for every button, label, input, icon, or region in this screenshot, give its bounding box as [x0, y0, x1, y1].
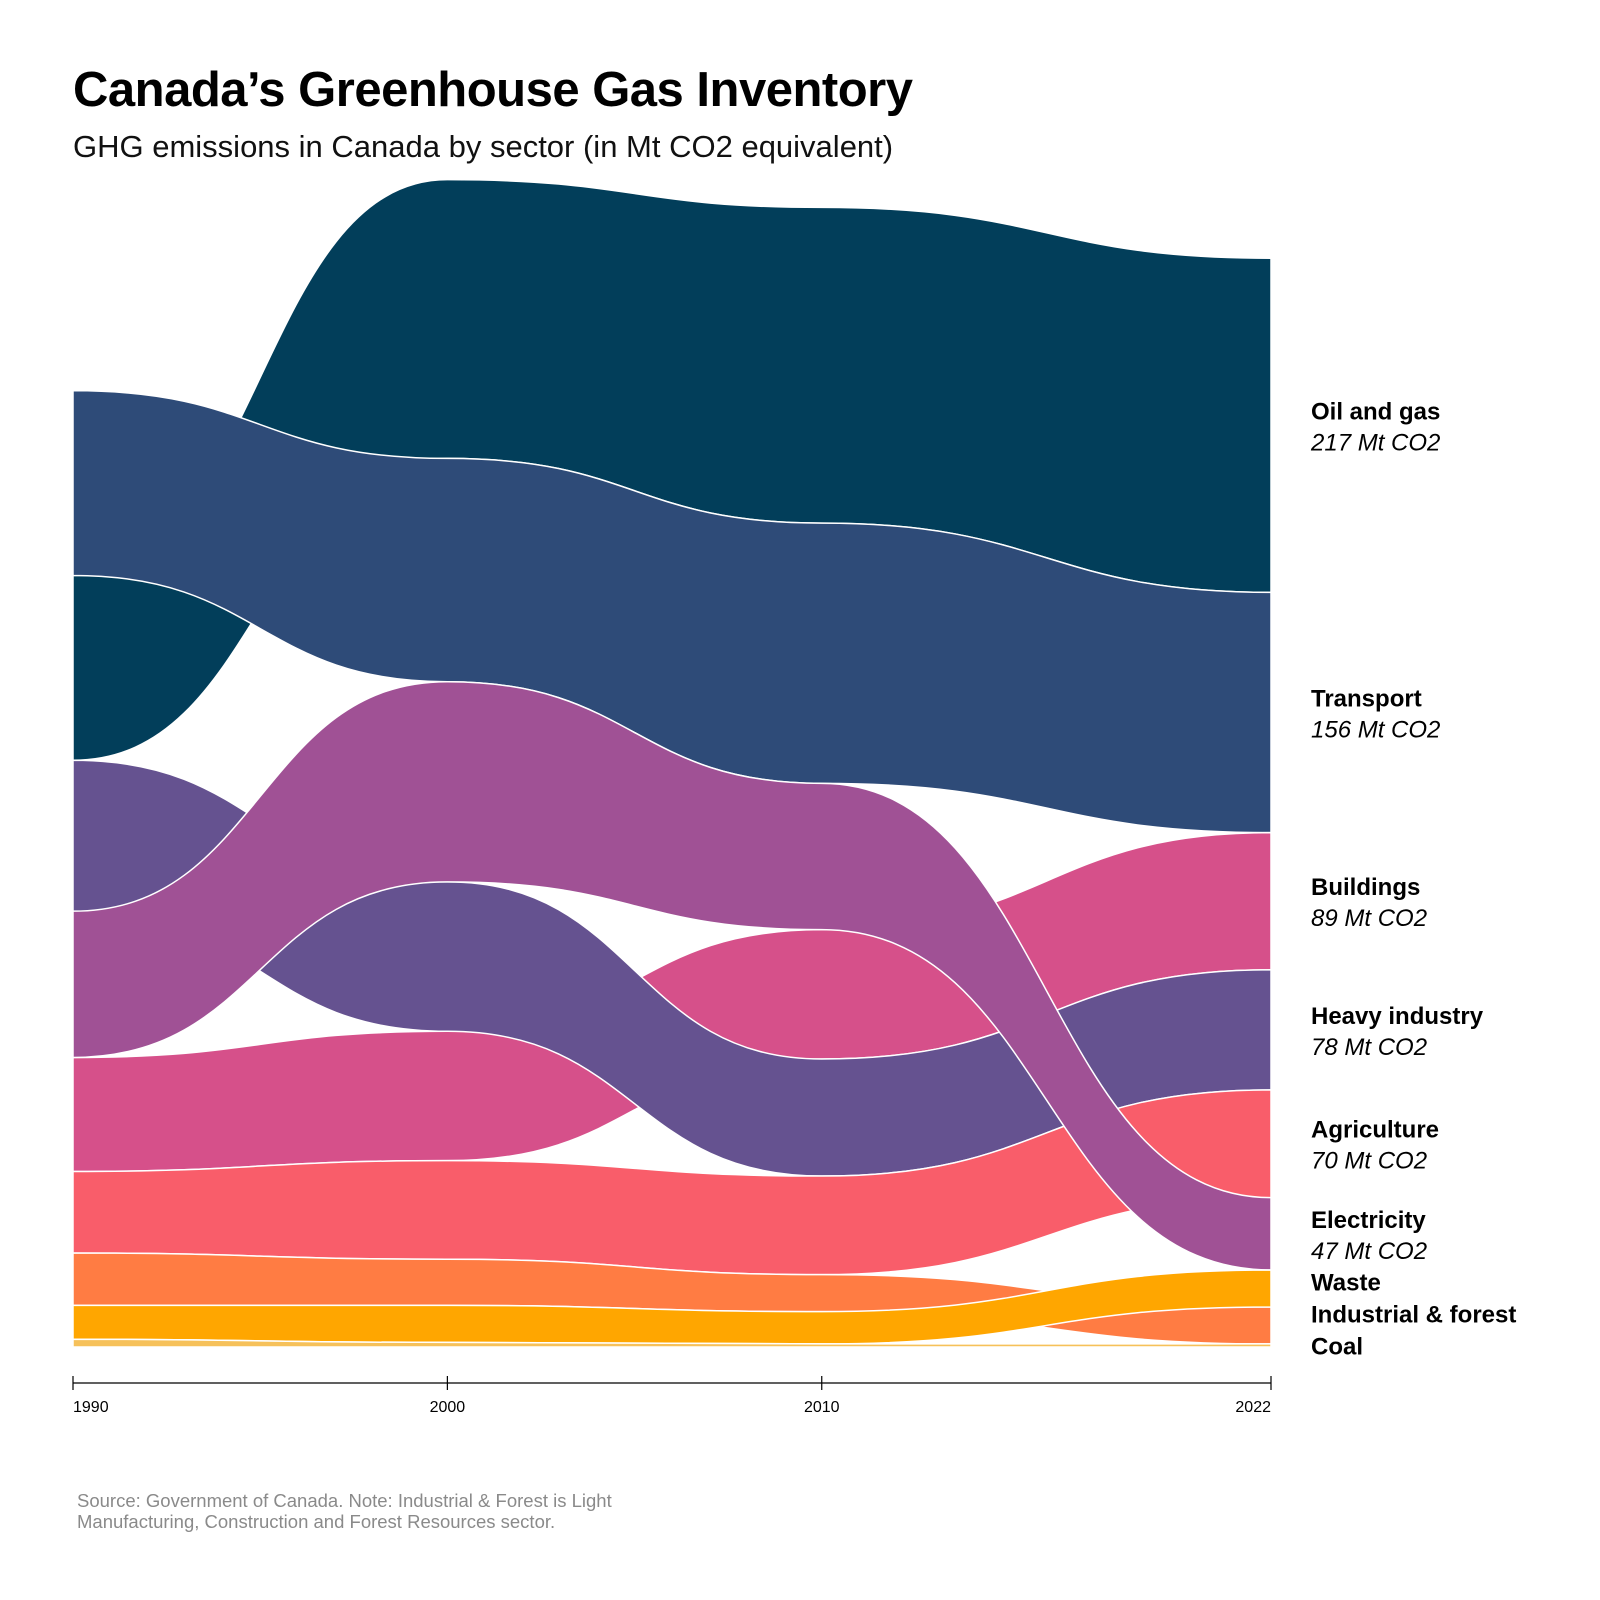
label-agriculture-name: Agriculture: [1311, 1117, 1439, 1144]
x-tick-label-2010: 2010: [804, 1399, 840, 1416]
x-tick-label-2022: 2022: [1235, 1399, 1271, 1416]
label-agriculture-value: 70 Mt CO2: [1311, 1148, 1427, 1175]
band-coal: [72, 1338, 1272, 1348]
label-waste-name: Waste: [1311, 1269, 1381, 1296]
label-transport-value: 156 Mt CO2: [1311, 717, 1440, 744]
band-electricity: [72, 680, 1272, 1271]
label-coal-name: Coal: [1311, 1333, 1363, 1360]
label-transport-name: Transport: [1311, 686, 1422, 713]
label-electricity-name: Electricity: [1311, 1207, 1426, 1234]
label-oil-gas-name: Oil and gas: [1311, 398, 1440, 425]
series-labels: Oil and gas 217 Mt CO2 Transport 156 Mt CO2…: [1310, 398, 1516, 1360]
x-tick-label-2000: 2000: [430, 1399, 466, 1416]
x-tick-label-1990: 1990: [73, 1399, 109, 1416]
chart-subtitle: GHG emissions in Canada by sector (in Mt…: [73, 129, 894, 164]
label-oil-gas-value: 217 Mt CO2: [1310, 429, 1440, 456]
source-note: Source: Government of Canada. Note: Indu…: [77, 1490, 612, 1532]
label-heavy-industry-name: Heavy industry: [1311, 1003, 1484, 1030]
label-heavy-industry-value: 78 Mt CO2: [1311, 1034, 1427, 1061]
label-buildings-name: Buildings: [1311, 874, 1420, 901]
chart-title: Canada’s Greenhouse Gas Inventory: [73, 63, 913, 117]
label-buildings-value: 89 Mt CO2: [1311, 905, 1427, 932]
label-industrial-forest-name: Industrial & forest: [1311, 1301, 1516, 1328]
x-axis: 1990 2000 2010 2022: [72, 1376, 1272, 1416]
series-bands: [72, 178, 1272, 1348]
label-electricity-value: 47 Mt CO2: [1311, 1238, 1427, 1265]
